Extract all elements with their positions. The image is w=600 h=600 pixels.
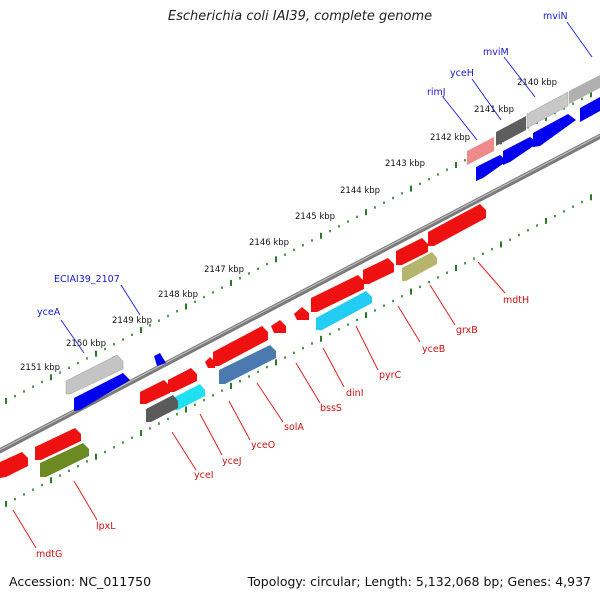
topology-summary: Topology: circular; Length: 5,132,068 bp… — [247, 574, 591, 589]
label-yceI: yceI — [194, 470, 214, 481]
label-mdtH: mdtH — [503, 295, 529, 306]
gene-rev-red-1[interactable] — [396, 238, 428, 265]
kbp-label: 2150 kbp — [66, 339, 106, 349]
label-mviM: mviM — [483, 47, 509, 58]
kbp-label: 2148 kbp — [158, 290, 198, 300]
forward-genes — [65, 75, 600, 411]
kbp-label: 2142 kbp — [430, 133, 470, 143]
gene-mviM[interactable] — [526, 91, 569, 129]
gene-rev-red-4[interactable] — [294, 307, 309, 320]
label-mviN: mviN — [543, 11, 568, 22]
gene-mviN[interactable] — [569, 75, 600, 104]
gene-yceI[interactable] — [173, 384, 205, 410]
gene-mdtG[interactable] — [0, 452, 28, 478]
gene-rev-red-2[interactable] — [363, 258, 394, 284]
kbp-label: 2144 kbp — [340, 186, 380, 196]
label-bssS: bssS — [320, 403, 342, 414]
tick-row-lower — [5, 194, 592, 507]
genome-title: Escherichia coli IAI39, complete genome — [167, 9, 433, 24]
label-lpxL: lpxL — [96, 521, 116, 532]
label-solA: solA — [284, 422, 304, 433]
gene-solA[interactable] — [219, 345, 276, 384]
gene-rev-red-7[interactable] — [205, 357, 215, 368]
gene-yceO[interactable] — [168, 368, 197, 392]
reverse-leaders — [12, 261, 506, 549]
kbp-label: 2146 kbp — [249, 238, 289, 248]
gene-rev-grey[interactable] — [146, 395, 178, 422]
gene-rev-red-5[interactable] — [271, 320, 286, 333]
gene-mdtH[interactable] — [428, 204, 486, 246]
kbp-label: 2145 kbp — [295, 212, 335, 222]
label-mdtG: mdtG — [36, 549, 62, 560]
gene-rev-red-3[interactable] — [311, 275, 364, 312]
kbp-label: 2147 kbp — [204, 265, 244, 275]
reverse-genes — [0, 204, 486, 478]
kbp-label: 2151 kbp — [20, 363, 60, 373]
label-yceB: yceB — [422, 344, 445, 355]
label-pyrC: pyrC — [379, 370, 402, 381]
gene-pyrC[interactable] — [316, 291, 372, 330]
label-grxB: grxB — [456, 325, 478, 336]
gene-ECIAI39_2107[interactable] — [154, 353, 166, 366]
forward-leaders — [60, 21, 593, 354]
kbp-label: 2143 kbp — [385, 159, 425, 169]
gene-fwd-blue-4[interactable] — [476, 155, 507, 181]
gene-rev-red-8[interactable] — [35, 428, 81, 460]
gene-yceH[interactable] — [496, 116, 526, 146]
label-rimJ: rimJ — [427, 87, 446, 98]
gene-fwd-blue-1[interactable] — [580, 97, 600, 122]
label-ECIAI39_2107: ECIAI39_2107 — [54, 274, 120, 285]
gene-fwd-blue-3[interactable] — [503, 137, 538, 165]
gene-grxB[interactable] — [402, 252, 437, 281]
gene-yceJ[interactable] — [140, 380, 170, 404]
label-yceA: yceA — [37, 307, 61, 318]
kbp-label: 2140 kbp — [517, 78, 557, 88]
label-yceJ: yceJ — [222, 456, 242, 467]
gene-lpxL[interactable] — [40, 443, 89, 477]
gene-yceA[interactable] — [65, 354, 124, 395]
gene-fwd-blue-2[interactable] — [533, 114, 576, 147]
gene-rev-red-6[interactable] — [213, 326, 268, 366]
label-dinI: dinI — [346, 388, 364, 399]
kbp-label: 2149 kbp — [112, 316, 152, 326]
gene-rimJ[interactable] — [467, 137, 494, 165]
label-yceH: yceH — [450, 68, 474, 79]
accession-text: Accession: NC_011750 — [9, 574, 152, 589]
gene-fwd-blue-yceA[interactable] — [74, 373, 130, 411]
label-yceO: yceO — [251, 440, 275, 451]
